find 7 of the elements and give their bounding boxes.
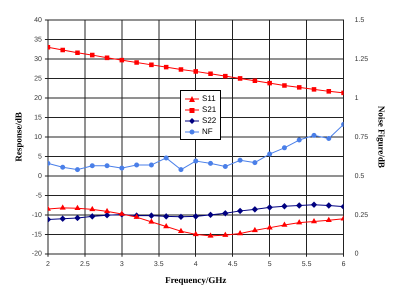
legend-label: S11 [202, 93, 216, 104]
y2-axis-title: Noise Figure/dB [376, 106, 386, 168]
legend-label: NF [202, 126, 213, 137]
legend-label: S21 [202, 104, 216, 115]
y-axis-title: Response/dB [14, 112, 24, 162]
x-axis-title: Frequency/GHz [165, 274, 226, 285]
legend-label: S22 [202, 115, 216, 126]
